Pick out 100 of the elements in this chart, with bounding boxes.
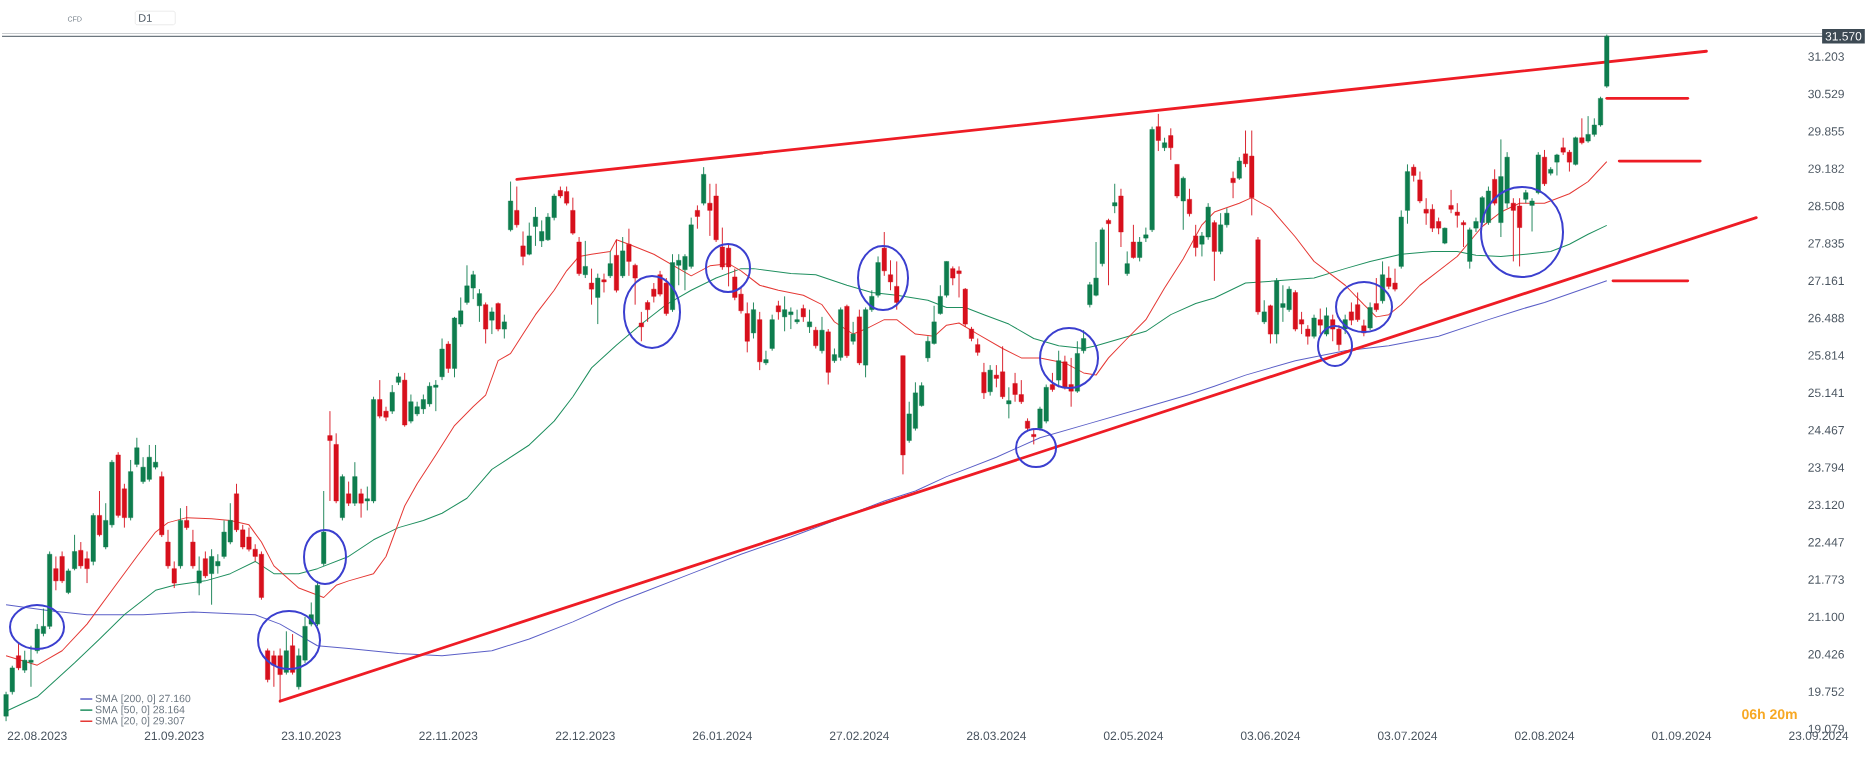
candlestick xyxy=(794,309,800,325)
candlestick xyxy=(632,263,638,306)
candlestick xyxy=(1193,224,1199,257)
x-tick-label: 23.10.2023 xyxy=(281,731,341,741)
candlestick xyxy=(489,307,495,335)
candlestick xyxy=(1124,250,1130,277)
candlestick xyxy=(1417,171,1423,204)
candlestick xyxy=(514,186,520,229)
y-tick-label: 23.794 xyxy=(1808,463,1845,472)
x-tick-label: 01.09.2024 xyxy=(1651,731,1712,741)
candlestick xyxy=(645,299,651,323)
candlestick xyxy=(1317,308,1323,335)
candlestick xyxy=(937,284,943,316)
y-tick-label: 24.467 xyxy=(1808,425,1844,435)
candlestick xyxy=(570,197,576,236)
candlestick xyxy=(202,551,208,579)
candlestick xyxy=(520,231,526,266)
annotation: 06h 20m xyxy=(1742,708,1797,720)
y-tick-label: 20.426 xyxy=(1808,650,1844,659)
legend-label: SMA [50, 0] 28.164 xyxy=(95,705,185,716)
x-tick-label: 22.08.2023 xyxy=(7,731,67,741)
candlestick xyxy=(346,481,352,507)
candlestick xyxy=(3,691,9,722)
y-tick-label: 25.814 xyxy=(1808,351,1845,360)
y-tick-label: 29.855 xyxy=(1808,127,1844,136)
candlestick xyxy=(694,204,700,230)
candlestick xyxy=(1230,171,1236,199)
y-tick-label: 27.835 xyxy=(1808,239,1844,248)
candlestick xyxy=(751,302,756,339)
candlestick xyxy=(1155,113,1161,152)
x-tick-label: 26.01.2024 xyxy=(692,731,752,741)
candlestick xyxy=(813,326,819,349)
candlestick xyxy=(589,268,594,306)
y-tick-label: 26.488 xyxy=(1808,313,1844,323)
candlestick xyxy=(1448,189,1454,214)
candlestick xyxy=(97,490,102,537)
candlestick xyxy=(283,630,289,676)
candlestick xyxy=(1311,314,1317,339)
candlestick xyxy=(1168,127,1174,161)
candlestick xyxy=(819,316,825,354)
candlestick xyxy=(184,505,190,531)
y-tick-label: 23.120 xyxy=(1808,500,1845,510)
candlestick xyxy=(171,560,177,589)
x-tick-label: 03.06.2024 xyxy=(1240,731,1301,741)
candlestick xyxy=(501,314,507,339)
candlestick xyxy=(626,228,632,277)
candlestick xyxy=(595,273,601,325)
candlestick xyxy=(881,231,887,277)
candlestick xyxy=(601,273,607,293)
candlestick xyxy=(894,260,900,311)
candlestick xyxy=(134,437,140,468)
candlestick xyxy=(1367,302,1373,331)
candlestick xyxy=(196,556,202,596)
y-tick-label: 29.182 xyxy=(1808,164,1844,173)
candlestick xyxy=(607,250,613,279)
candlestick xyxy=(16,643,21,671)
y-tick-label: 22.447 xyxy=(1808,538,1844,547)
x-tick-label: 22.12.2023 xyxy=(555,731,615,741)
line-series xyxy=(5,280,1608,657)
candlestick xyxy=(888,259,893,291)
y-tick-label: 21.773 xyxy=(1808,575,1844,584)
candlestick xyxy=(327,410,333,502)
candlestick xyxy=(981,362,987,400)
candlestick xyxy=(1373,277,1379,313)
candlestick xyxy=(638,311,644,342)
candlestick xyxy=(850,321,856,346)
candlestick xyxy=(165,529,171,570)
y-tick-label: 21.100 xyxy=(1808,612,1845,622)
candlestick xyxy=(763,350,769,366)
legend-label: SMA [200, 0] 27.160 xyxy=(95,694,191,705)
y-tick-label: 28.508 xyxy=(1808,201,1844,211)
candlestick xyxy=(1180,176,1186,231)
text: D1 xyxy=(139,14,152,22)
candlestick xyxy=(72,534,78,571)
candlestick xyxy=(1529,197,1535,232)
candlestick xyxy=(358,488,364,519)
candlestick xyxy=(1305,324,1311,346)
y-tick-label: 25.141 xyxy=(1808,388,1844,398)
candlestick xyxy=(1137,236,1143,262)
candlestick xyxy=(1112,183,1118,214)
candlestick xyxy=(775,300,781,321)
candlestick xyxy=(533,206,538,247)
candlestick xyxy=(65,568,71,595)
candlestick xyxy=(1106,218,1111,286)
candlestick xyxy=(987,364,993,397)
y-tick-label: 30.529 xyxy=(1808,89,1844,99)
x-tick-label: 02.05.2024 xyxy=(1103,731,1164,741)
legend-label: SMA [20, 0] 29.307 xyxy=(95,716,185,727)
candlestick xyxy=(1130,224,1136,260)
y-tick-label: 27.161 xyxy=(1808,276,1844,286)
x-tick-label: 21.09.2023 xyxy=(144,731,204,741)
candlestick xyxy=(476,288,482,323)
candlestick xyxy=(1056,350,1062,388)
candlestick xyxy=(1236,156,1242,181)
x-tick-label: 22.11.2023 xyxy=(419,731,478,741)
candlestick xyxy=(190,529,196,570)
y-tick-label: 19.752 xyxy=(1808,687,1844,696)
candlestick xyxy=(582,240,588,279)
candlestick xyxy=(1143,227,1149,243)
x-tick-label: 02.08.2024 xyxy=(1514,731,1575,741)
